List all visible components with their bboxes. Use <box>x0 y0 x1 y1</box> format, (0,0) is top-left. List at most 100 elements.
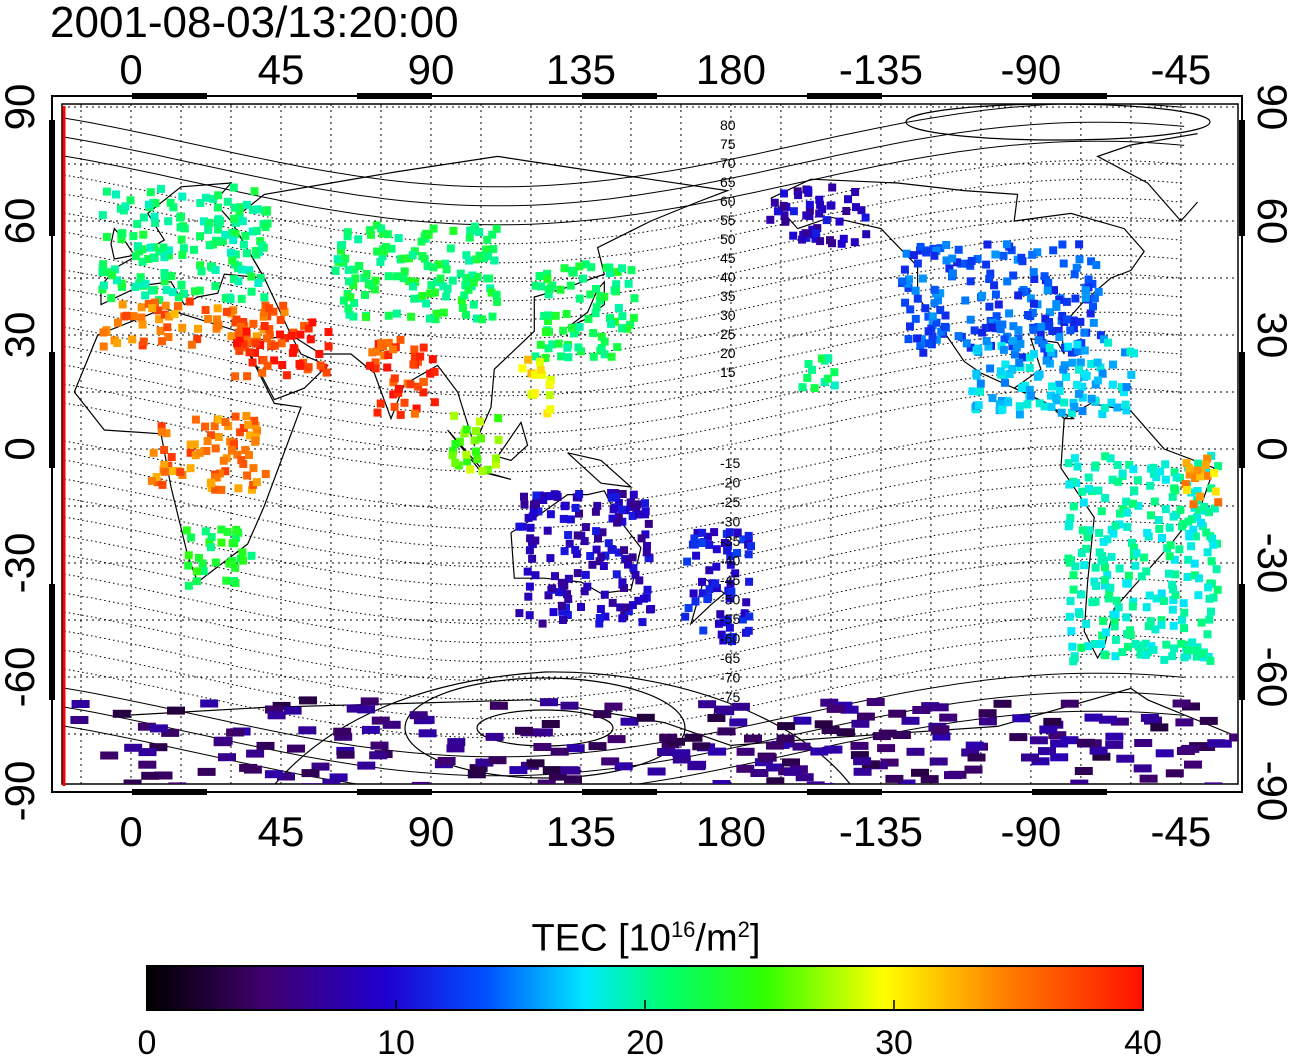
tec-cell <box>1122 383 1131 392</box>
tec-cell <box>559 514 568 523</box>
tec-cell <box>811 234 820 243</box>
tec-cell <box>913 259 922 268</box>
tec-cell <box>371 364 380 373</box>
tec-cell <box>537 282 546 291</box>
tec-cell <box>478 315 487 324</box>
tec-cell <box>1182 702 1200 711</box>
tec-cell <box>1127 370 1136 379</box>
tec-cell <box>968 387 977 396</box>
tec-cell <box>909 251 918 260</box>
tec-cell <box>534 728 553 737</box>
tec-cell <box>573 569 582 578</box>
tec-cell <box>153 306 162 315</box>
tec-cell <box>758 753 777 762</box>
tec-cell <box>999 345 1008 354</box>
tec-cell <box>781 217 790 226</box>
tec-cell <box>1096 363 1105 372</box>
tec-cell <box>384 311 393 320</box>
tec-cell <box>166 198 175 207</box>
tec-cell <box>629 564 638 573</box>
tec-cell <box>200 699 219 708</box>
tec-cell <box>201 422 210 431</box>
tec-cell <box>1110 615 1119 624</box>
tec-cell <box>301 769 320 778</box>
tec-cell <box>531 571 540 580</box>
tec-cell <box>1205 508 1213 517</box>
tec-cell <box>233 339 241 348</box>
tec-cell <box>457 296 466 305</box>
tec-cell <box>430 367 439 376</box>
tec-cell <box>1123 522 1132 531</box>
tec-cell <box>703 532 712 541</box>
tec-cell <box>1065 519 1074 528</box>
magnetic-latitude-line <box>64 539 1185 625</box>
tec-cell <box>942 256 951 265</box>
tec-cell <box>279 301 288 310</box>
tec-cell <box>941 311 950 320</box>
tec-cell <box>932 246 941 255</box>
tec-cell <box>1074 767 1093 775</box>
tec-cell <box>492 224 501 233</box>
tec-cell <box>1157 616 1166 625</box>
tec-cell <box>618 324 627 333</box>
tec-cell <box>1029 350 1038 359</box>
tec-cell <box>1181 744 1200 753</box>
lon-tick-bottom: -45 <box>1151 808 1212 855</box>
tec-cell <box>182 526 191 535</box>
tec-cell <box>1072 263 1081 272</box>
tec-cell <box>469 278 478 287</box>
tec-cell <box>1194 591 1203 600</box>
tec-cell <box>219 456 228 465</box>
tec-cell <box>296 330 305 339</box>
tec-cell <box>246 337 255 346</box>
tec-cell <box>804 186 813 195</box>
tec-cell <box>450 411 459 420</box>
coastline <box>497 421 529 462</box>
tec-cell <box>251 421 260 430</box>
tec-cell <box>410 294 419 303</box>
tec-cell <box>465 233 474 242</box>
tec-cell <box>1097 640 1106 649</box>
tec-cell <box>98 268 107 276</box>
tec-cell <box>729 718 748 727</box>
tec-cell <box>1146 481 1155 490</box>
tec-cell <box>71 700 90 708</box>
tec-cell <box>222 576 231 585</box>
tec-cell <box>160 461 169 469</box>
tec-cell <box>269 307 278 316</box>
tec-cell <box>728 633 737 642</box>
tec-cell <box>1156 467 1165 476</box>
tec-cell <box>102 232 111 241</box>
tec-cell <box>467 770 486 779</box>
tec-cell <box>1042 356 1051 365</box>
tec-cell <box>563 590 571 599</box>
tec-cell <box>1199 716 1218 725</box>
magnetic-latitude-line <box>64 216 1185 302</box>
tec-cell <box>360 697 379 706</box>
tec-cell <box>1065 612 1074 621</box>
tec-cell <box>520 492 528 501</box>
tec-cell <box>546 510 555 519</box>
tec-cell <box>248 227 257 236</box>
tec-cell <box>158 480 167 489</box>
tec-cell <box>557 601 566 610</box>
tec-cell <box>1150 497 1159 506</box>
tec-cell <box>1210 504 1219 513</box>
tec-cell <box>376 399 385 408</box>
tec-cell <box>1074 347 1083 355</box>
tec-cell <box>237 456 246 465</box>
tec-cell <box>1193 513 1202 522</box>
tec-cell <box>932 732 951 741</box>
tec-cell <box>1214 498 1223 507</box>
tec-cell <box>974 344 982 353</box>
tec-cell <box>588 742 607 751</box>
tec-cell <box>1143 528 1152 537</box>
tec-cell <box>1023 311 1032 319</box>
tec-cell <box>256 274 265 282</box>
tec-cell <box>167 272 176 281</box>
tec-cell <box>214 191 223 200</box>
tec-cell <box>597 552 606 561</box>
tec-cell <box>1029 268 1038 277</box>
tec-cell <box>157 427 166 436</box>
tec-cell <box>623 324 632 333</box>
